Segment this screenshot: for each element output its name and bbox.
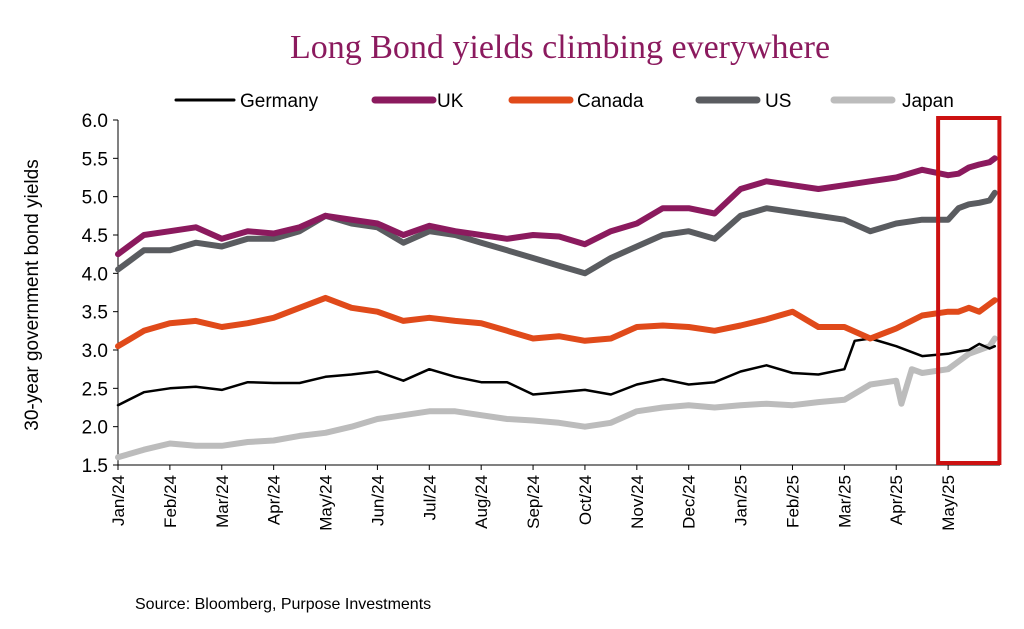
axes: [117, 120, 1000, 466]
x-tick-label: Mar/25: [835, 475, 854, 528]
y-tick-label: 1.5: [82, 456, 108, 477]
y-tick-label: 6.0: [82, 111, 108, 132]
x-tick-label: Jun/24: [368, 475, 387, 526]
series-line-us: [115, 189, 998, 277]
series-line-canada: [115, 294, 998, 350]
legend: Germany UK Canada US Japan: [174, 91, 954, 112]
source-note: Source: Bloomberg, Purpose Investments: [135, 596, 431, 613]
y-tick-label: 4.5: [82, 226, 108, 247]
y-tick-label: 4.0: [82, 264, 108, 285]
y-tick-label: 3.0: [82, 341, 108, 362]
x-tick-label: Sep/24: [524, 475, 543, 529]
legend-label-germany: Germany: [240, 91, 319, 112]
legend-label-us: US: [765, 91, 791, 112]
y-tick-label: 5.5: [82, 149, 108, 170]
legend-label-canada: Canada: [577, 91, 644, 112]
x-tick-label: Apr/25: [887, 475, 906, 525]
x-tick-label: Jul/24: [420, 475, 439, 520]
x-tick-label: Oct/24: [576, 475, 595, 525]
series-lines: [115, 155, 998, 461]
x-tick-label: Jan/24: [109, 475, 128, 526]
series-line-germany: [116, 337, 997, 407]
x-tick-label: Jan/25: [732, 475, 751, 526]
y-tick-label: 2.0: [82, 418, 108, 439]
x-tick-label: Apr/24: [265, 475, 284, 525]
legend-label-japan: Japan: [902, 91, 954, 112]
x-tick-label: Aug/24: [472, 475, 491, 529]
y-axis-label: 30-year government bond yields: [22, 159, 43, 430]
x-tick-label: Mar/24: [213, 475, 232, 528]
x-tick-label: May/25: [939, 475, 958, 531]
x-tick-label: Nov/24: [628, 475, 647, 529]
x-tick-label: Feb/25: [783, 475, 802, 528]
legend-label-uk: UK: [437, 91, 464, 112]
y-tick-label: 2.5: [82, 379, 108, 400]
y-tick-label: 5.0: [82, 188, 108, 209]
x-ticks: Jan/24 Feb/24 Mar/24 Apr/24 May/24 Jun/24 Jul/…: [109, 465, 958, 531]
highlight-box-group: [936, 116, 1002, 465]
chart-title: Long Bond yields climbing everywhere: [290, 29, 830, 66]
x-tick-label: Dec/24: [680, 475, 699, 529]
series-line-uk: [115, 155, 998, 258]
y-ticks: 1.5 2.0 2.5 3.0 3.5 4.0 4.5 5.0 5.5 6.0: [82, 111, 118, 477]
x-tick-label: May/24: [317, 475, 336, 531]
series-line-japan: [115, 335, 998, 461]
y-tick-label: 3.5: [82, 303, 108, 324]
highlight-box: [936, 116, 1002, 465]
x-tick-label: Feb/24: [161, 475, 180, 528]
